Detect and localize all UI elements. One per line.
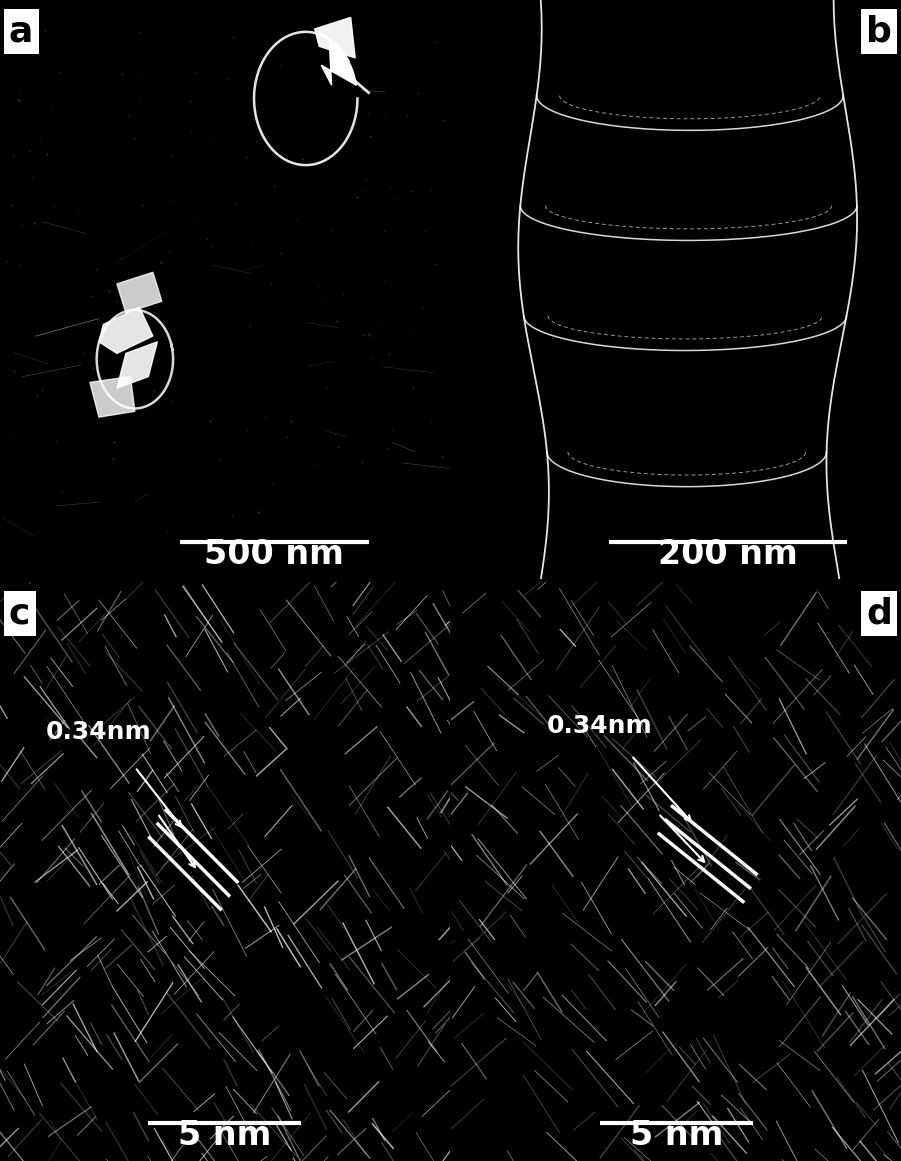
Text: 0.34nm: 0.34nm [547,714,652,738]
Polygon shape [90,376,135,417]
Polygon shape [451,0,487,579]
Text: 500 nm: 500 nm [205,538,344,571]
Text: 5 nm: 5 nm [630,1119,723,1153]
Polygon shape [811,582,901,686]
Text: c: c [9,596,31,630]
Text: 0.34nm: 0.34nm [46,720,151,744]
Polygon shape [99,307,153,353]
Text: 200 nm: 200 nm [658,538,797,571]
Polygon shape [314,17,355,58]
Text: a: a [9,14,33,49]
Polygon shape [117,273,162,312]
Polygon shape [117,341,158,388]
Text: 5 nm: 5 nm [178,1119,271,1153]
Text: d: d [866,596,892,630]
Text: b: b [866,14,892,49]
Polygon shape [322,39,357,85]
